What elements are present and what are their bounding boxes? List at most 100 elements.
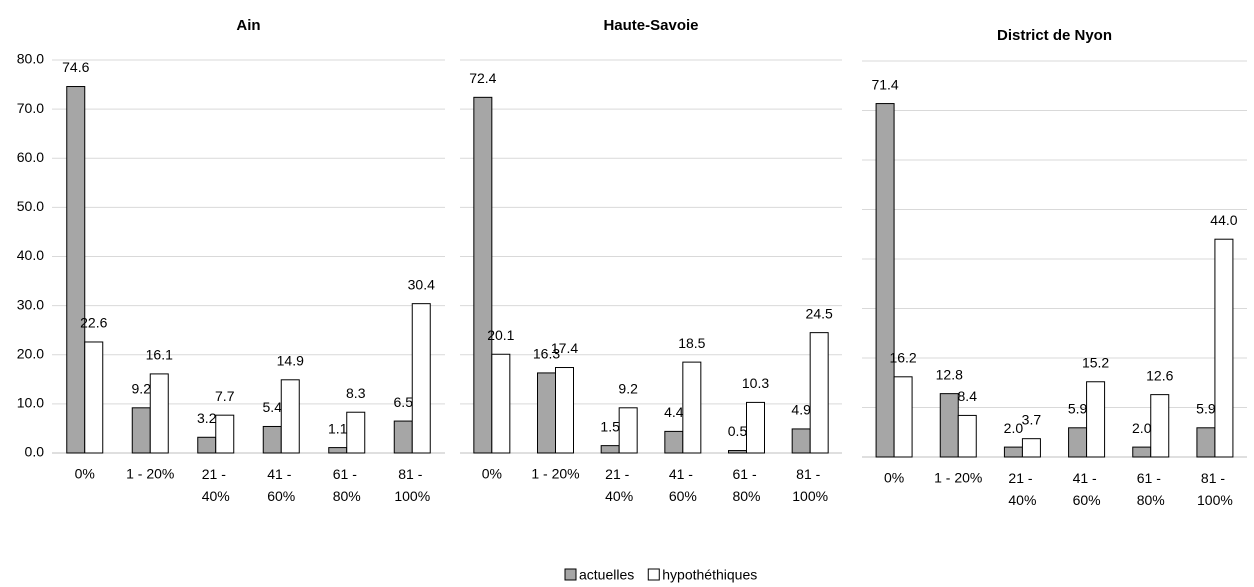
y-tick-label: 70.0 <box>17 100 44 116</box>
bar <box>346 411 366 454</box>
value-label: 7.7 <box>215 388 235 404</box>
x-tick-label: 0% <box>75 466 95 482</box>
y-tick-label: 0.0 <box>25 444 45 460</box>
value-label: 14.9 <box>277 353 304 369</box>
value-label: 1.5 <box>600 418 620 434</box>
bar <box>411 303 431 454</box>
legend-label: hypothéthiques <box>662 567 757 583</box>
bar <box>1086 381 1106 458</box>
value-label: 20.1 <box>487 327 514 343</box>
value-label: 4.9 <box>791 402 811 418</box>
value-label: 2.0 <box>1132 420 1152 436</box>
value-label: 9.2 <box>618 381 638 397</box>
x-tick-label: 61 - 80% <box>1137 470 1165 508</box>
x-tick-label: 61 - 80% <box>333 466 361 504</box>
bar <box>66 86 86 454</box>
legend-label: actuelles <box>579 567 634 583</box>
x-tick-label: 21 - 40% <box>1008 470 1036 508</box>
bar <box>1214 238 1234 458</box>
value-label: 3.2 <box>197 410 217 426</box>
value-label: 5.4 <box>263 399 283 415</box>
value-label: 9.2 <box>132 381 152 397</box>
value-label: 3.7 <box>1022 411 1042 427</box>
bar <box>939 393 959 458</box>
bar <box>1150 394 1170 458</box>
bar <box>197 436 217 454</box>
value-label: 17.4 <box>551 340 578 356</box>
bar <box>555 367 574 454</box>
bar <box>1196 427 1216 458</box>
bar <box>664 430 684 454</box>
x-tick-label: 1 - 20% <box>934 470 982 486</box>
value-label: 16.1 <box>146 347 173 363</box>
value-label: 8.3 <box>346 385 366 401</box>
bar <box>682 361 702 454</box>
bar <box>746 401 765 454</box>
bar <box>215 414 235 454</box>
value-label: 74.6 <box>62 59 89 75</box>
x-tick-label: 41 - 60% <box>267 466 295 504</box>
bar <box>149 373 169 454</box>
bar <box>875 103 895 458</box>
bar <box>1003 446 1023 458</box>
x-tick-label: 81 - 100% <box>1197 470 1233 508</box>
value-label: 4.4 <box>664 404 684 420</box>
x-tick-label: 61 - 80% <box>732 466 760 504</box>
value-label: 12.8 <box>936 366 963 382</box>
value-label: 0.5 <box>728 423 748 439</box>
x-tick-label: 0% <box>482 466 502 482</box>
value-label: 71.4 <box>871 76 898 92</box>
value-label: 16.2 <box>889 350 916 366</box>
value-label: 10.3 <box>742 375 769 391</box>
y-tick-label: 10.0 <box>17 395 44 411</box>
value-label: 8.4 <box>958 388 978 404</box>
bar <box>491 353 511 454</box>
bar <box>728 450 747 454</box>
legend-swatch <box>647 568 660 581</box>
x-tick-label: 21 - 40% <box>605 466 633 504</box>
value-label: 44.0 <box>1210 212 1237 228</box>
value-label: 24.5 <box>806 305 833 321</box>
value-label: 6.5 <box>394 394 414 410</box>
bar <box>280 379 300 454</box>
y-tick-label: 80.0 <box>17 51 44 67</box>
x-tick-label: 1 - 20% <box>531 466 579 482</box>
bar <box>1132 446 1152 458</box>
bar <box>393 420 413 454</box>
y-tick-label: 30.0 <box>17 296 44 312</box>
bar <box>957 414 977 458</box>
x-tick-label: 41 - 60% <box>1073 470 1101 508</box>
x-tick-label: 1 - 20% <box>126 466 174 482</box>
y-tick-label: 60.0 <box>17 149 44 165</box>
value-label: 18.5 <box>678 335 705 351</box>
value-label: 30.4 <box>408 276 435 292</box>
bar <box>1021 438 1041 458</box>
bar <box>893 376 913 458</box>
x-tick-label: 21 - 40% <box>202 466 230 504</box>
legend-swatch <box>564 568 577 581</box>
x-tick-label: 0% <box>884 470 904 486</box>
bar <box>537 372 556 454</box>
bar <box>791 428 811 454</box>
bar <box>600 445 620 454</box>
bar <box>809 332 829 454</box>
value-label: 22.6 <box>80 315 107 331</box>
value-label: 5.9 <box>1068 400 1088 416</box>
value-label: 16.3 <box>533 346 560 362</box>
bar <box>1068 427 1088 458</box>
bar <box>618 407 638 454</box>
value-label: 72.4 <box>469 70 496 86</box>
value-label: 12.6 <box>1146 367 1173 383</box>
chart-title: Ain <box>236 17 260 34</box>
chart-title: District de Nyon <box>997 27 1112 44</box>
y-tick-label: 40.0 <box>17 247 44 263</box>
bar <box>473 96 493 454</box>
y-tick-label: 50.0 <box>17 198 44 214</box>
y-tick-label: 20.0 <box>17 345 44 361</box>
bar <box>328 447 348 454</box>
bar <box>84 341 104 454</box>
bar <box>262 425 282 454</box>
value-label: 15.2 <box>1082 354 1109 370</box>
x-tick-label: 81 - 100% <box>792 466 828 504</box>
